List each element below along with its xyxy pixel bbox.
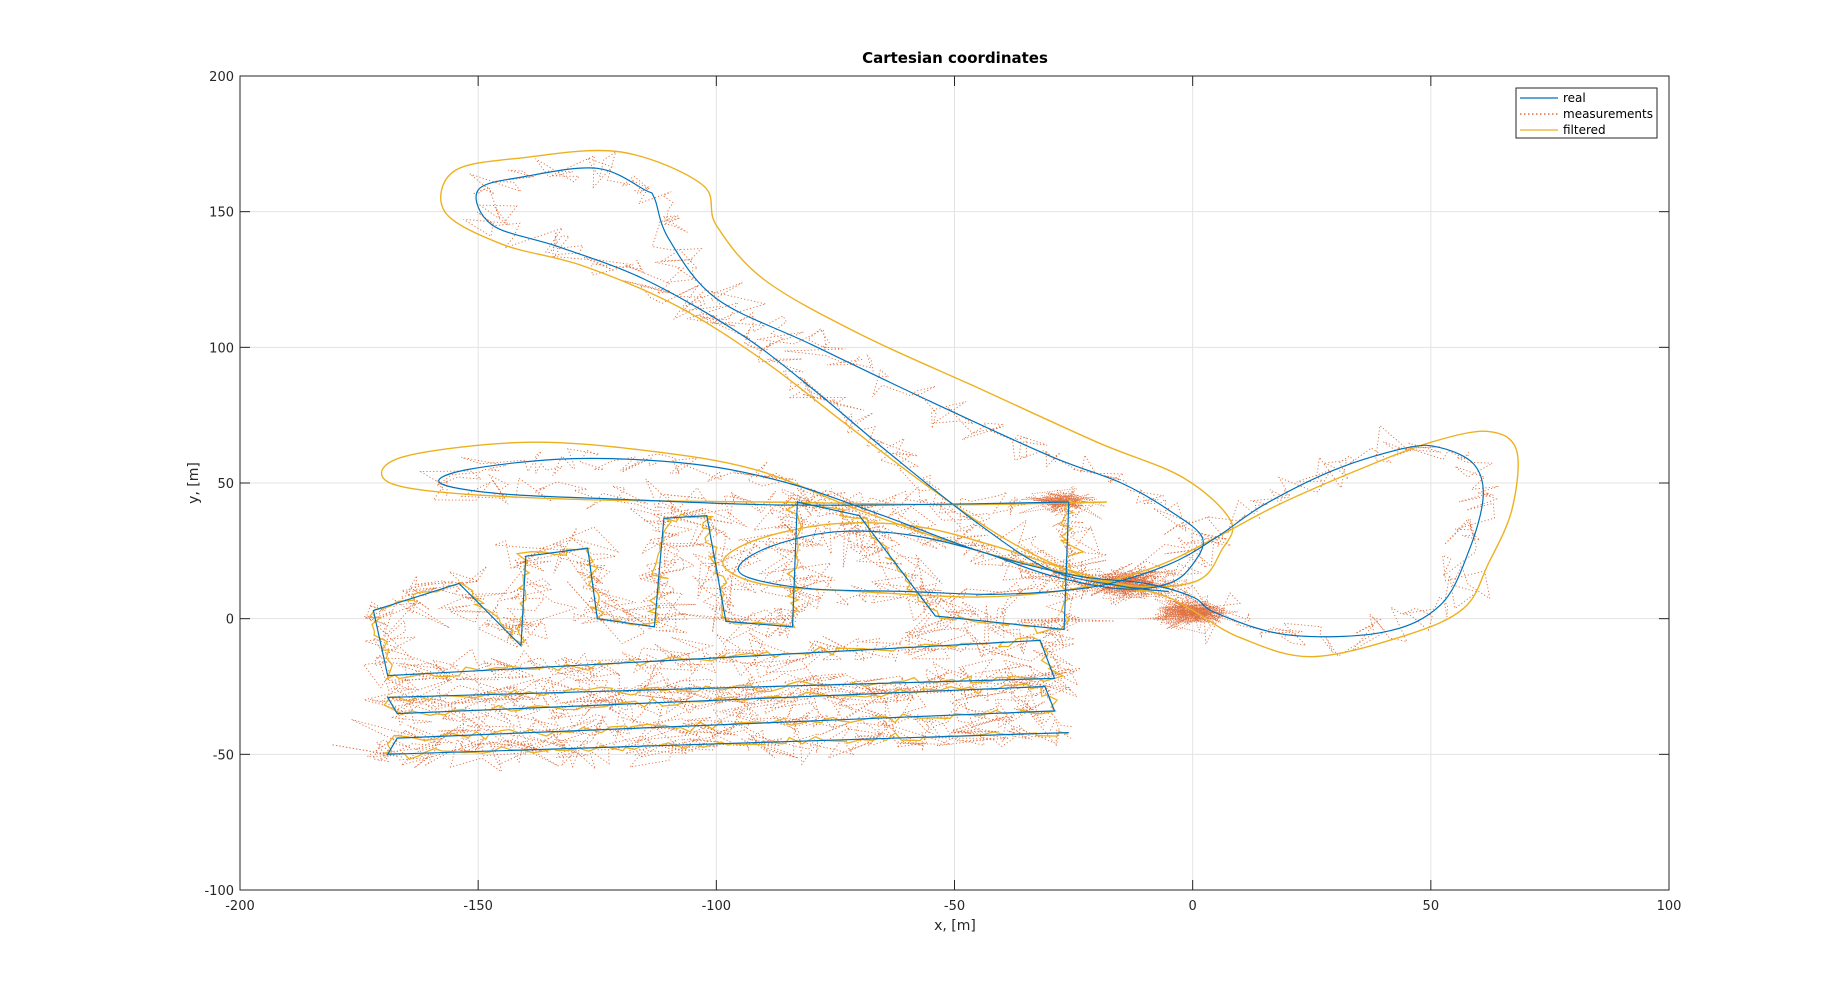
x-axis-label: x, [m] (934, 918, 976, 934)
x-tick-label: -100 (702, 899, 732, 914)
y-tick-label: 100 (209, 341, 234, 356)
filtered-line-segments (368, 499, 1086, 760)
measurements-cluster-origin (1138, 591, 1238, 635)
y-tick-label: 50 (217, 477, 234, 492)
plot-area: -200 -150 -100 -50 0 50 100 -100 -50 0 50 100 150 20… (204, 70, 1681, 914)
x-tick-label: 100 (1657, 899, 1682, 914)
y-tick-label: 200 (209, 70, 234, 85)
x-tick-label: -200 (225, 899, 255, 914)
y-axis-label: y, [m] (186, 462, 202, 504)
grid-lines (240, 76, 1669, 890)
real-layer (372, 167, 1484, 755)
y-tick-label: 0 (226, 613, 234, 628)
y-tick-label: 150 (209, 206, 234, 221)
x-tick-label: -150 (463, 899, 493, 914)
y-tick-label: -50 (213, 748, 234, 763)
legend: real measurements filtered (1515, 87, 1658, 139)
x-tick-label: 50 (1423, 899, 1440, 914)
chart-title: Cartesian coordinates (862, 49, 1048, 67)
x-tick-label: -50 (944, 899, 965, 914)
measurements-trace-segments-2 (331, 489, 1115, 773)
real-line (438, 167, 1484, 638)
axis-ticks (239, 75, 1670, 891)
measurements-trace-segments (351, 487, 1107, 769)
legend-label-measurements: measurements (1563, 107, 1653, 121)
legend-label-filtered: filtered (1563, 123, 1606, 137)
x-tick-labels: -200 -150 -100 -50 0 50 100 (225, 899, 1681, 914)
real-line-segments (372, 501, 1070, 755)
x-tick-label: 0 (1189, 899, 1197, 914)
y-tick-label: -100 (204, 884, 234, 899)
y-tick-labels: -100 -50 0 50 100 150 200 (204, 70, 234, 899)
legend-label-real: real (1563, 91, 1586, 105)
